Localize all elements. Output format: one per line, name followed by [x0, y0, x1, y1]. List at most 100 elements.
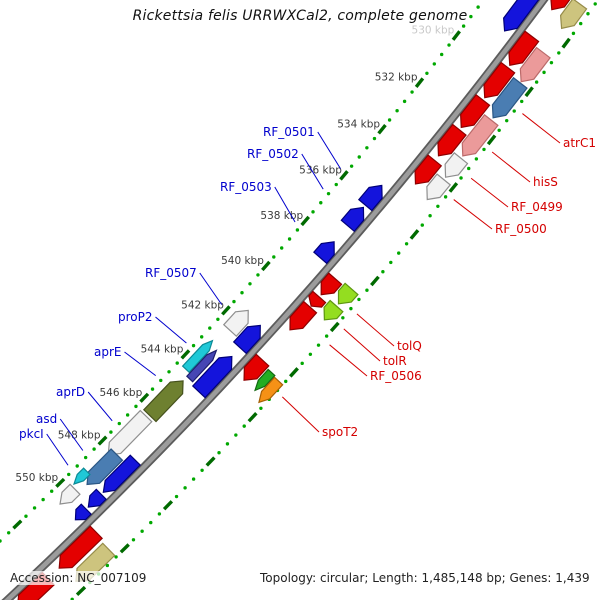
ruler-dot [232, 299, 236, 304]
ruler-dot [467, 166, 471, 171]
accession-text: Accession: NC_007109 [8, 571, 149, 585]
callout-line-atrC1 [522, 113, 561, 144]
gene-label-RF_0503[interactable]: RF_0503 [220, 180, 272, 194]
gene-RF_0499[interactable] [444, 152, 469, 178]
gene-arrow[interactable] [559, 0, 588, 30]
gene-arrow[interactable] [74, 503, 92, 521]
callout-line-RF_0503 [274, 186, 296, 223]
gene-arrow[interactable] [308, 290, 327, 308]
ruler-dot [447, 43, 451, 47]
topology-stats-text: Topology: circular; Length: 1,485,148 bp… [258, 571, 592, 585]
gene-arrow[interactable] [503, 0, 540, 32]
gene-arrow[interactable] [460, 93, 491, 129]
gene-arrow[interactable] [483, 61, 516, 99]
gene-RF_0507[interactable] [222, 309, 249, 337]
ruler-dot [432, 62, 437, 66]
gene-label-spoT2[interactable]: spoT2 [322, 425, 358, 439]
tick-label: 546 kbp [99, 387, 142, 399]
gene-label-RF_0500[interactable]: RF_0500 [495, 222, 547, 236]
gene-arrow[interactable] [232, 324, 261, 355]
gene-arrow[interactable] [185, 349, 218, 383]
gene-arrow[interactable] [437, 123, 467, 157]
gene-RF_0500[interactable] [426, 173, 452, 201]
gene-arrow[interactable] [508, 30, 540, 67]
ruler-tick-dash [561, 37, 571, 49]
ruler-dot [256, 273, 260, 277]
ruler-dot [474, 157, 479, 161]
gene-label-pkcI[interactable]: pkcI [19, 427, 44, 441]
ruler-dot [157, 512, 162, 516]
callout-line-RF_0507 [199, 272, 223, 305]
gene-arrow[interactable] [191, 355, 233, 399]
ruler-dot [167, 370, 171, 374]
gene-aprD[interactable] [107, 409, 153, 456]
callout-line-RF_0499 [470, 177, 509, 208]
tick-label: 540 kbp [221, 255, 264, 267]
gene-arrow[interactable] [87, 488, 107, 508]
gene-aprE[interactable] [142, 380, 184, 423]
gene-label-hisS[interactable]: hisS [533, 175, 558, 189]
ruler-dot [365, 146, 369, 150]
gene-label-RF_0499[interactable]: RF_0499 [511, 200, 563, 214]
gene-label-tolQ[interactable]: tolQ [397, 339, 422, 353]
gene-pkcI[interactable] [73, 467, 91, 485]
ruler-dot [217, 451, 221, 455]
gene-arrow[interactable] [519, 46, 551, 83]
ruler-dot [284, 379, 288, 384]
ruler-dot [395, 109, 399, 113]
gene-arrow[interactable] [258, 376, 284, 404]
ruler-dot [402, 99, 407, 104]
gene-label-RF_0502[interactable]: RF_0502 [247, 147, 299, 161]
ruler-dot [259, 406, 263, 411]
tick-label: 536 kbp [299, 164, 342, 176]
gene-arrow[interactable] [414, 154, 443, 185]
ruler-tick-dash [414, 77, 425, 88]
ruler-tick-dash [221, 305, 231, 316]
ruler-dot [439, 52, 444, 57]
ruler-dot [324, 334, 329, 338]
gene-atrC1[interactable] [491, 76, 528, 119]
ruler-tick-dash [451, 30, 461, 41]
gene-label-RF_0506[interactable]: RF_0506 [370, 369, 422, 383]
gene-label-asd[interactable]: asd [36, 412, 57, 426]
ruler-dot [459, 176, 463, 180]
gene-hisS[interactable] [461, 114, 499, 157]
gene-arrow[interactable] [550, 0, 575, 11]
callout-line-pkcI [46, 433, 69, 466]
gene-tolR[interactable] [323, 299, 344, 321]
gene-asd[interactable] [86, 448, 124, 486]
ruler-tick-dash [12, 519, 23, 530]
ruler-dot [75, 464, 79, 468]
gene-arrow[interactable] [102, 454, 142, 493]
gene-arrow[interactable] [254, 368, 276, 392]
gene-label-RF_0501[interactable]: RF_0501 [263, 125, 315, 139]
gene-RF_0506[interactable] [289, 300, 318, 331]
gene-label-aprD[interactable]: aprD [56, 385, 85, 399]
gene-tolQ[interactable] [337, 282, 359, 305]
callout-line-tolR [343, 328, 381, 362]
ruler-dot [443, 195, 448, 199]
ruler-dot [349, 164, 354, 168]
gene-RF_0501[interactable] [357, 184, 383, 212]
gene-label-atrC1[interactable]: atrC1 [563, 136, 596, 150]
gene-arrow[interactable] [59, 483, 81, 505]
callout-line-proP2 [155, 316, 187, 344]
gene-proP2[interactable] [181, 339, 214, 374]
ruler-dot [326, 191, 331, 196]
callout-line-RF_0500 [453, 199, 493, 230]
ruler-dot [295, 228, 300, 232]
gene-RF_0502[interactable] [340, 206, 365, 233]
tick-label: 534 kbp [337, 118, 380, 130]
gene-arrow[interactable] [58, 525, 103, 569]
gene-label-RF_0507[interactable]: RF_0507 [145, 266, 197, 280]
gene-arrow[interactable] [320, 272, 343, 296]
gene-label-tolR[interactable]: tolR [383, 354, 407, 368]
gene-label-proP2[interactable]: proP2 [118, 310, 153, 324]
gene-label-aprE[interactable]: aprE [94, 345, 122, 359]
gene-spoT2[interactable] [243, 353, 270, 381]
gene-RF_0503[interactable] [313, 241, 335, 265]
ruler-dot [240, 291, 244, 295]
tick-label: 538 kbp [260, 210, 303, 222]
